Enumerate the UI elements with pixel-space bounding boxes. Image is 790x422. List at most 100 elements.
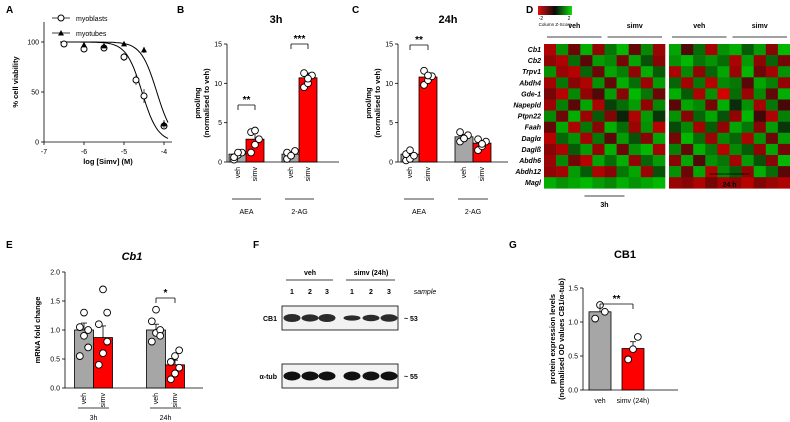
panel-d-heatmap-cell: [640, 166, 654, 178]
panel-d-heatmap-cell: [717, 88, 730, 100]
panel-d-heatmap-cell: [544, 143, 557, 156]
panel-d-heatmap-cell: [640, 155, 654, 167]
panel-d-heatmap-cell: [717, 143, 730, 156]
panel-f-band: [318, 371, 336, 381]
panel-label-f: F: [253, 240, 259, 251]
panel-d-heatmap-cell: [705, 88, 718, 100]
panel-c-data-point: [460, 134, 468, 143]
panel-d-heatmap-cell: [765, 77, 779, 89]
panel-d-heatmap-cell: [669, 99, 682, 111]
panel-d-heatmap-cell: [568, 55, 581, 67]
panel-d-heatmap-cell: [640, 132, 654, 145]
panel-d-heatmap-cell: [592, 88, 605, 100]
panel-f-blot: veh simv (24h) 1 2 3 1 2 3 sample CB1 ~ 53 α-tub ~ 5…: [259, 270, 436, 389]
panel-d-heatmap-cell: [580, 99, 593, 111]
panel-b-y-label-2: (normalised to veh): [202, 68, 211, 138]
panel-d-heatmap-cell: [705, 55, 718, 67]
panel-d-heatmap-cell: [693, 99, 706, 111]
panel-d-heatmap-cell: [777, 132, 790, 145]
panel-d-heatmap-cell: [556, 55, 569, 67]
panel-d-heatmap-cell: [681, 66, 694, 78]
panel-g-data-point: [633, 333, 642, 341]
panel-d-heatmap-cell: [580, 155, 593, 167]
panel-e-x-tick-label: veh: [81, 393, 88, 404]
panel-d-heatmap-cell: [729, 132, 742, 145]
panel-b-data-point: [300, 69, 308, 77]
panel-g-data-point: [600, 307, 609, 316]
panel-d-gene-label: Ptpn22: [518, 114, 541, 121]
panel-d-column-group-label: simv: [752, 23, 768, 30]
panel-e-chart: 0.0 0.5 1.0 1.5 2.0 veh simv veh simv * 3h 24h Cb1 mR…: [33, 251, 203, 422]
panel-d-heatmap-cell: [628, 66, 642, 78]
panel-e-x-tick-label: simv: [100, 393, 107, 408]
panel-d-heatmap-cell: [640, 77, 654, 89]
panel-b-y-tick-label: 5: [218, 120, 222, 127]
panel-e-y-tick-label: 0.0: [50, 386, 60, 393]
panel-e-data-point: [84, 326, 93, 334]
panel-d-heatmap-cell: [717, 177, 730, 189]
panel-d-heatmap-cell: [681, 77, 694, 89]
panel-d-heatmap-cell: [777, 99, 790, 111]
panel-d-heatmap-cell: [580, 143, 593, 156]
panel-a-fit-myoblasts: [60, 41, 169, 139]
panel-d-gene-label: Trpv1: [522, 69, 541, 76]
panel-d-heatmap-cell: [544, 44, 557, 56]
panel-a-point-myotubes: [81, 41, 87, 48]
panel-c-group-label: AEA: [412, 209, 426, 216]
panel-d-heatmap-cell: [568, 99, 581, 111]
panel-d-heatmap-cell: [616, 132, 629, 145]
panel-d-heatmap-cell: [753, 121, 767, 134]
panel-d-heatmap-cell: [592, 166, 605, 178]
panel-d-heatmap-cell: [556, 132, 569, 145]
panel-d-heatmap-cell: [753, 143, 767, 156]
panel-d-heatmap-cell: [705, 110, 718, 122]
panel-d-time-label: 3h: [600, 202, 608, 209]
panel-c-data-point: [478, 140, 486, 148]
panel-d-heatmap-cell: [741, 77, 754, 89]
panel-d-gene-label: Daglα: [521, 136, 541, 143]
panel-f-band: [301, 314, 319, 322]
panel-g-data-point: [591, 314, 600, 323]
panel-e-data-point: [147, 337, 156, 346]
panel-d-heatmap-cell: [652, 66, 666, 78]
panel-d-heatmap-cell: [652, 110, 666, 122]
panel-a-legend-marker: [57, 14, 65, 22]
panel-b-y-label: pmol/mg: [193, 87, 202, 119]
panel-d-key-max: 2: [568, 16, 571, 22]
panel-e-data-point: [99, 285, 107, 294]
panel-d-heatmap-cell: [592, 143, 605, 156]
panel-g-title: CB1: [614, 249, 636, 261]
panel-d-heatmap-cell: [604, 143, 617, 156]
panel-e-y-tick-label: 0.5: [50, 357, 60, 364]
panel-d-column-group-label: veh: [693, 23, 705, 30]
panel-d-heatmap-cell: [669, 44, 682, 56]
panel-b-y-tick-label: 15: [214, 42, 222, 49]
panel-f-band: [301, 371, 319, 381]
panel-d-heatmap-cell: [628, 132, 642, 145]
panel-c-title: 24h: [439, 14, 458, 26]
panel-d-heatmap-cell: [693, 132, 706, 145]
panel-d-heatmap-cell: [753, 77, 767, 89]
panel-d-heatmap-cell: [556, 143, 569, 156]
panel-d-heatmap-cell: [765, 121, 779, 134]
panel-d-heatmap-cell: [544, 88, 557, 100]
panel-d-heatmap-cell: [777, 155, 790, 167]
panel-d-heatmap-cell: [652, 166, 666, 178]
panel-d-heatmap-cell: [640, 55, 654, 67]
panel-d-heatmap-cell: [652, 77, 666, 89]
panel-f-band: [380, 314, 398, 322]
panel-e-data-point: [99, 349, 107, 358]
panel-d-heatmap-cell: [604, 121, 617, 134]
panel-d-heatmap-cell: [580, 132, 593, 145]
panel-d-heatmap-cell: [628, 143, 642, 156]
panel-d-heatmap-cell: [765, 55, 779, 67]
panel-e-y-label: mRNA fold change: [33, 297, 42, 364]
panel-d-heatmap-cell: [777, 143, 790, 156]
panel-c-y-label-2: (normalised to veh): [373, 68, 382, 138]
panel-d-heatmap-cell: [544, 55, 557, 67]
panel-f-band: [343, 371, 361, 381]
panel-d-heatmap-cell: [729, 99, 742, 111]
panel-d-heatmap-cell: [580, 66, 593, 78]
panel-d-heatmap-cell: [741, 55, 754, 67]
panel-f-band: [318, 314, 336, 322]
